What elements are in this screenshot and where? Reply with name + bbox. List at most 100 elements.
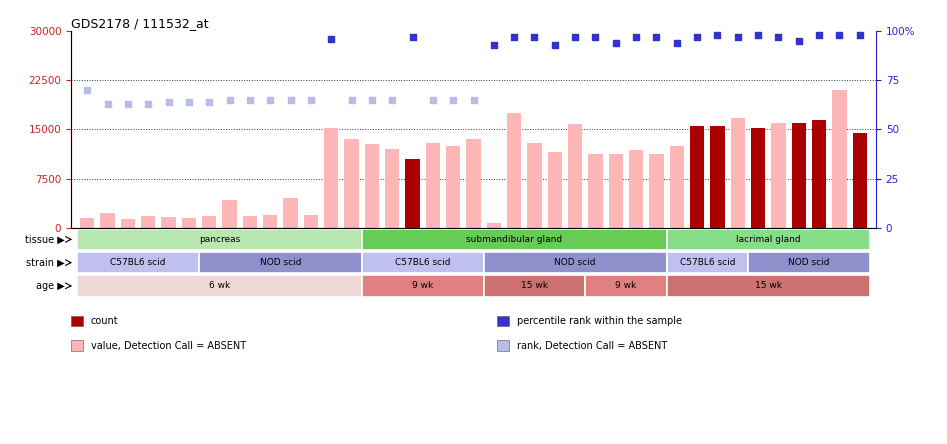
Point	[608, 40, 623, 47]
Bar	[77, 275, 362, 297]
Bar	[507, 113, 521, 228]
Bar	[283, 198, 297, 228]
Text: C57BL6 scid: C57BL6 scid	[111, 258, 166, 267]
Bar	[365, 144, 379, 228]
Point	[730, 33, 745, 40]
Point	[670, 40, 685, 47]
Point	[242, 96, 258, 103]
Point	[100, 100, 116, 107]
Bar	[77, 252, 199, 274]
Bar	[77, 229, 362, 250]
Bar	[748, 252, 870, 274]
Text: strain ▶: strain ▶	[26, 258, 64, 268]
Bar	[585, 275, 667, 297]
Bar	[362, 252, 484, 274]
Text: NOD scid: NOD scid	[788, 258, 830, 267]
Bar	[751, 128, 765, 228]
Bar	[324, 128, 338, 228]
Text: age ▶: age ▶	[36, 281, 64, 291]
Bar	[690, 218, 705, 228]
Point	[344, 96, 359, 103]
Bar	[121, 219, 135, 228]
Point	[507, 33, 522, 40]
Text: submandibular gland: submandibular gland	[466, 235, 563, 244]
Bar	[362, 229, 667, 250]
Bar	[242, 216, 257, 228]
Bar	[792, 205, 806, 228]
Text: NOD scid: NOD scid	[259, 258, 301, 267]
Bar	[710, 198, 724, 228]
Text: NOD scid: NOD scid	[554, 258, 596, 267]
Bar	[466, 139, 481, 228]
Bar	[667, 275, 870, 297]
Text: lacrimal gland: lacrimal gland	[736, 235, 800, 244]
Point	[791, 37, 806, 44]
Bar	[141, 216, 155, 228]
Bar	[751, 198, 765, 228]
Point	[262, 96, 277, 103]
Bar	[202, 216, 216, 228]
Point	[689, 33, 705, 40]
Bar	[667, 229, 870, 250]
Text: 9 wk: 9 wk	[412, 281, 434, 290]
Bar	[670, 146, 684, 228]
Point	[466, 96, 481, 103]
Bar	[182, 218, 196, 228]
Point	[222, 96, 237, 103]
Point	[365, 96, 380, 103]
Bar	[345, 139, 359, 228]
Bar	[487, 223, 501, 228]
Bar	[568, 124, 582, 228]
Point	[547, 41, 563, 48]
Bar	[792, 123, 806, 228]
Point	[202, 98, 217, 105]
Point	[405, 33, 420, 40]
Bar	[771, 123, 785, 228]
Point	[710, 32, 725, 39]
Text: rank, Detection Call = ABSENT: rank, Detection Call = ABSENT	[517, 341, 668, 351]
Bar	[812, 119, 826, 228]
Bar	[304, 214, 318, 228]
Bar	[690, 126, 705, 228]
Text: value, Detection Call = ABSENT: value, Detection Call = ABSENT	[91, 341, 246, 351]
Text: percentile rank within the sample: percentile rank within the sample	[517, 316, 682, 326]
Text: tissue ▶: tissue ▶	[25, 234, 64, 244]
Bar	[588, 154, 602, 228]
Bar	[484, 275, 585, 297]
Point	[120, 100, 135, 107]
Point	[831, 32, 847, 39]
Text: count: count	[91, 316, 118, 326]
Bar	[484, 252, 667, 274]
Text: 9 wk: 9 wk	[616, 281, 636, 290]
Bar	[852, 133, 867, 228]
Point	[771, 33, 786, 40]
Point	[527, 33, 542, 40]
Text: 15 wk: 15 wk	[521, 281, 548, 290]
Text: GDS2178 / 111532_at: GDS2178 / 111532_at	[71, 17, 208, 30]
Point	[181, 98, 196, 105]
Bar	[405, 159, 420, 228]
Bar	[446, 146, 460, 228]
Text: C57BL6 scid: C57BL6 scid	[395, 258, 451, 267]
Point	[425, 96, 440, 103]
Point	[80, 87, 95, 94]
Point	[283, 96, 298, 103]
Bar	[199, 252, 362, 274]
Point	[567, 33, 582, 40]
Point	[161, 98, 176, 105]
Text: 15 wk: 15 wk	[755, 281, 781, 290]
Bar	[650, 155, 664, 228]
Bar	[263, 214, 277, 228]
Bar	[852, 133, 867, 228]
Point	[446, 96, 461, 103]
Bar	[812, 208, 826, 228]
Point	[486, 41, 501, 48]
Point	[812, 32, 827, 39]
Point	[852, 32, 867, 39]
Point	[751, 32, 766, 39]
Text: C57BL6 scid: C57BL6 scid	[680, 258, 735, 267]
Point	[303, 96, 318, 103]
Bar	[100, 213, 115, 228]
Point	[629, 33, 644, 40]
Bar	[80, 218, 95, 228]
